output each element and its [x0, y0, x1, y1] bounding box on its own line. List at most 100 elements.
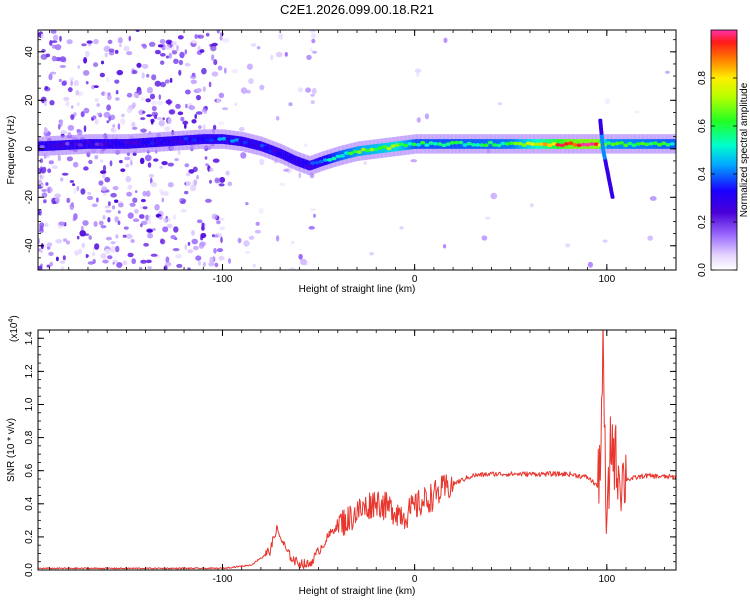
noise-cell	[67, 132, 72, 136]
noise-cell	[237, 237, 242, 244]
noise-cell	[129, 202, 136, 207]
noise-cell	[194, 34, 198, 40]
y-tick-label: -20	[24, 190, 35, 205]
noise-cell	[210, 44, 217, 52]
snr-panel: -100 0 100 0.0 0.2 0.4 0.6 0.8 1.0 1.2 1.4 Height …	[6, 315, 677, 597]
ridge-cell	[213, 136, 219, 140]
ridge-cell	[627, 141, 633, 146]
noise-cell	[255, 221, 260, 226]
noise-cell	[169, 77, 173, 83]
ridge-cell	[487, 140, 493, 145]
noise-cell	[191, 72, 196, 77]
noise-cell	[87, 261, 95, 265]
noise-cell	[107, 39, 113, 45]
noise-cell	[132, 197, 138, 203]
ridge-band	[297, 156, 300, 167]
noise-cell	[146, 86, 153, 94]
noise-cell	[167, 117, 172, 125]
noise-cell	[172, 248, 180, 252]
ridge-cell	[191, 138, 197, 142]
noise-cell	[208, 81, 212, 88]
ridge-cell	[234, 138, 240, 142]
noise-cell	[258, 207, 264, 214]
noise-cell	[245, 251, 251, 254]
noise-cell	[66, 39, 73, 45]
noise-cell	[209, 256, 215, 263]
ridge-cell	[437, 142, 443, 146]
noise-cell	[313, 213, 316, 218]
ridge-cell	[606, 141, 612, 145]
noise-cell	[88, 159, 93, 165]
noise-cell	[111, 205, 116, 210]
snr-ylabel: SNR (10 * v/v)	[6, 418, 17, 482]
ridge-cell	[585, 143, 591, 147]
noise-cell	[104, 248, 111, 255]
ridge-cell	[563, 142, 570, 146]
ridge-band	[461, 139, 464, 149]
noise-cell	[288, 102, 293, 107]
noise-cell	[51, 55, 57, 62]
noise-cell	[187, 241, 191, 246]
ridge-band	[487, 139, 490, 149]
noise-cell	[106, 104, 111, 111]
noise-cell	[93, 38, 99, 45]
noise-cell	[160, 53, 166, 57]
noise-cell	[48, 251, 54, 256]
noise-cell	[143, 242, 150, 247]
ridge-cell	[580, 142, 587, 147]
noise-cell	[205, 163, 209, 167]
ridge-cell	[530, 142, 536, 146]
noise-cell	[115, 245, 120, 253]
ridge-cell	[656, 143, 663, 147]
noise-cell	[75, 90, 80, 96]
noise-cell	[310, 208, 316, 212]
noise-cell	[86, 40, 93, 44]
noise-cell	[218, 92, 225, 99]
noise-cell	[166, 100, 173, 104]
noise-cell	[142, 63, 149, 69]
noise-cell	[298, 172, 302, 179]
noise-cell	[176, 44, 179, 52]
ridge-cell	[128, 140, 134, 145]
ridge-cell	[517, 141, 523, 146]
noise-cell	[94, 118, 99, 125]
noise-cell	[98, 220, 104, 226]
noise-cell	[211, 213, 218, 220]
noise-cell	[76, 102, 80, 107]
noise-cell	[256, 46, 261, 50]
y-tick-label: 1.4	[24, 331, 35, 345]
noise-cell	[69, 203, 75, 211]
ridge-cell	[386, 146, 392, 151]
ridge-cell	[196, 137, 202, 141]
ridge-cell	[267, 149, 274, 154]
noise-cell	[191, 238, 198, 245]
noise-cell	[119, 44, 122, 48]
ridge-cell	[301, 160, 307, 165]
noise-cell	[184, 49, 187, 55]
ridge-band	[307, 160, 309, 170]
noise-cell	[149, 93, 156, 100]
noise-cell	[184, 62, 191, 67]
noise-cell	[181, 199, 187, 203]
noise-cell	[45, 182, 49, 186]
noise-cell	[250, 43, 257, 47]
noise-cell	[125, 163, 130, 168]
ridge-cell	[69, 141, 75, 146]
noise-cell	[93, 62, 99, 68]
noise-cell	[485, 216, 491, 220]
noise-cell	[184, 244, 188, 251]
ridge-cell	[251, 144, 257, 148]
noise-cell	[123, 45, 130, 52]
noise-cell	[103, 92, 108, 96]
ridge-cell	[39, 145, 45, 149]
noise-cell	[224, 67, 227, 74]
noise-cell	[165, 55, 170, 59]
noise-cell	[191, 230, 195, 236]
ridge-cell	[335, 154, 341, 159]
ridge-band	[251, 139, 254, 149]
noise-cell	[59, 65, 67, 68]
ridge-cell	[98, 142, 104, 147]
noise-cell	[83, 107, 90, 114]
noise-cell	[100, 225, 107, 229]
noise-cell	[114, 216, 119, 223]
